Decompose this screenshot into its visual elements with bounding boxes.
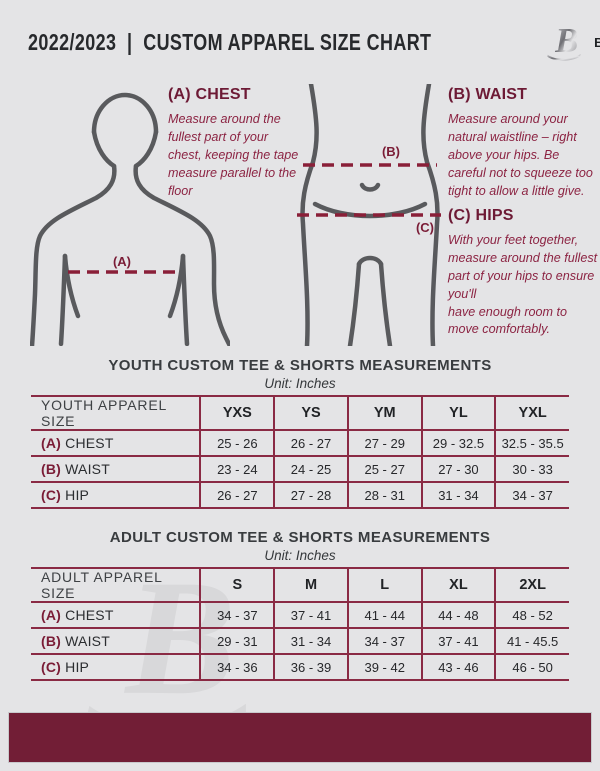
size-ys: YS	[273, 396, 348, 431]
chest-text: Measure around the fullest part of your …	[168, 112, 299, 198]
marker-b-label: (B)	[382, 144, 400, 159]
row-prefix: (A)	[41, 435, 62, 451]
row-label: HIP	[65, 487, 90, 503]
youth-table-title: YOUTH CUSTOM TEE & SHORTS MEASUREMENTS	[108, 357, 492, 374]
youth-size-col-header: YOUTH APPAREL SIZE	[31, 396, 201, 431]
cell-value: 48 - 52	[494, 602, 569, 629]
adult-chest-row: (A) CHEST 34 - 37 37 - 41 41 - 44 44 - 4…	[31, 602, 569, 629]
chest-heading: (A) CHEST	[168, 86, 251, 103]
cell-value: 27 - 29	[346, 430, 422, 457]
adult-size-col-header: ADULT APPAREL SIZE	[31, 568, 201, 603]
chest-instructions: (A) CHEST Measure around the fullest par…	[168, 86, 300, 200]
cell-value: 27 - 28	[273, 482, 348, 508]
cell-value: 34 - 37	[346, 628, 422, 655]
youth-hip-row: (C) HIP 26 - 27 27 - 28 28 - 31 31 - 34 …	[31, 482, 569, 508]
cell-value: 23 - 24	[199, 456, 275, 483]
size-l: L	[346, 568, 422, 603]
cell-value: 30 - 33	[494, 456, 569, 483]
size-yxs: YXS	[199, 396, 275, 431]
row-prefix: (B)	[41, 461, 62, 477]
cell-value: 25 - 27	[346, 456, 422, 483]
cell-value: 34 - 37	[199, 602, 275, 629]
youth-section: YOUTH CUSTOM TEE & SHORTS MEASUREMENTS U…	[0, 356, 600, 509]
size-xl: XL	[420, 568, 496, 603]
cell-value: 26 - 27	[199, 482, 275, 508]
row-prefix: (C)	[41, 487, 62, 503]
adult-waist-row: (B) WAIST 29 - 31 31 - 34 34 - 37 37 - 4…	[31, 628, 569, 655]
row-label: WAIST	[65, 633, 110, 649]
lower-body-figure: (B) (C)	[297, 84, 441, 346]
youth-size-table: YOUTH APPAREL SIZE YXS YS YM YL YXL (A) …	[31, 395, 569, 509]
row-prefix: (A)	[41, 607, 62, 623]
size-2xl: 2XL	[494, 568, 569, 603]
cell-value: 36 - 39	[273, 654, 348, 680]
cell-value: 44 - 48	[420, 602, 496, 629]
marker-c-label: (C)	[416, 220, 434, 235]
cell-value: 41 - 44	[346, 602, 422, 629]
waist-text: Measure around your natural waistline – …	[448, 112, 593, 198]
size-s: S	[199, 568, 275, 603]
row-label: WAIST	[65, 461, 110, 477]
adult-section: ADULT CUSTOM TEE & SHORTS MEASUREMENTS U…	[0, 528, 600, 681]
youth-header-row: YOUTH APPAREL SIZE YXS YS YM YL YXL	[31, 396, 569, 431]
size-ym: YM	[346, 396, 422, 431]
cell-value: 31 - 34	[420, 482, 496, 508]
row-prefix: (B)	[41, 633, 62, 649]
cell-value: 34 - 37	[494, 482, 569, 508]
cell-value: 26 - 27	[273, 430, 348, 457]
cell-value: 37 - 41	[273, 602, 348, 629]
hips-instructions: (C) HIPS With your feet together, measur…	[448, 207, 598, 339]
upper-body-figure: (A)	[30, 92, 230, 346]
youth-unit-label: Unit: Inches	[264, 376, 336, 391]
cell-value: 41 - 45.5	[494, 628, 569, 655]
cell-value: 24 - 25	[273, 456, 348, 483]
cell-value: 29 - 32.5	[420, 430, 496, 457]
page-header: 2022/2023 | CUSTOM APPAREL SIZE CHART B …	[28, 20, 600, 64]
size-yxl: YXL	[494, 396, 569, 431]
adult-hip-row: (C) HIP 34 - 36 36 - 39 39 - 42 43 - 46 …	[31, 654, 569, 680]
youth-chest-row: (A) CHEST 25 - 26 26 - 27 27 - 29 29 - 3…	[31, 430, 569, 457]
row-prefix: (C)	[41, 659, 62, 675]
cell-value: 28 - 31	[346, 482, 422, 508]
row-label: HIP	[65, 659, 90, 675]
brand-name: BREAKAWAY	[594, 35, 600, 50]
youth-waist-row: (B) WAIST 23 - 24 24 - 25 25 - 27 27 - 3…	[31, 456, 569, 483]
hips-heading: (C) HIPS	[448, 207, 514, 224]
waist-instructions: (B) WAIST Measure around your natural wa…	[448, 86, 596, 200]
svg-text:B: B	[554, 22, 578, 60]
row-label: CHEST	[65, 607, 114, 623]
adult-header-row: ADULT APPAREL SIZE S M L XL 2XL	[31, 568, 569, 603]
adult-unit-label: Unit: Inches	[264, 548, 336, 563]
hips-text: With your feet together, measure around …	[448, 233, 598, 337]
footer-accent-bar	[8, 712, 592, 763]
cell-value: 25 - 26	[199, 430, 275, 457]
size-m: M	[273, 568, 348, 603]
marker-a-label: (A)	[113, 254, 131, 269]
cell-value: 34 - 36	[199, 654, 275, 680]
cell-value: 32.5 - 35.5	[494, 430, 569, 457]
adult-table-title: ADULT CUSTOM TEE & SHORTS MEASUREMENTS	[109, 529, 491, 546]
cell-value: 46 - 50	[494, 654, 569, 680]
breakaway-logo-icon: B	[547, 22, 581, 61]
cell-value: 43 - 46	[420, 654, 496, 680]
cell-value: 37 - 41	[420, 628, 496, 655]
cell-value: 29 - 31	[199, 628, 275, 655]
brand-lockup: B BREAKAWAY	[545, 20, 600, 64]
cell-value: 39 - 42	[346, 654, 422, 680]
adult-size-table: ADULT APPAREL SIZE S M L XL 2XL (A) CHES…	[31, 567, 569, 681]
size-yl: YL	[420, 396, 496, 431]
cell-value: 27 - 30	[420, 456, 496, 483]
page-title: 2022/2023 | CUSTOM APPAREL SIZE CHART	[28, 28, 432, 55]
cell-value: 31 - 34	[273, 628, 348, 655]
waist-heading: (B) WAIST	[448, 86, 528, 103]
row-label: CHEST	[65, 435, 114, 451]
